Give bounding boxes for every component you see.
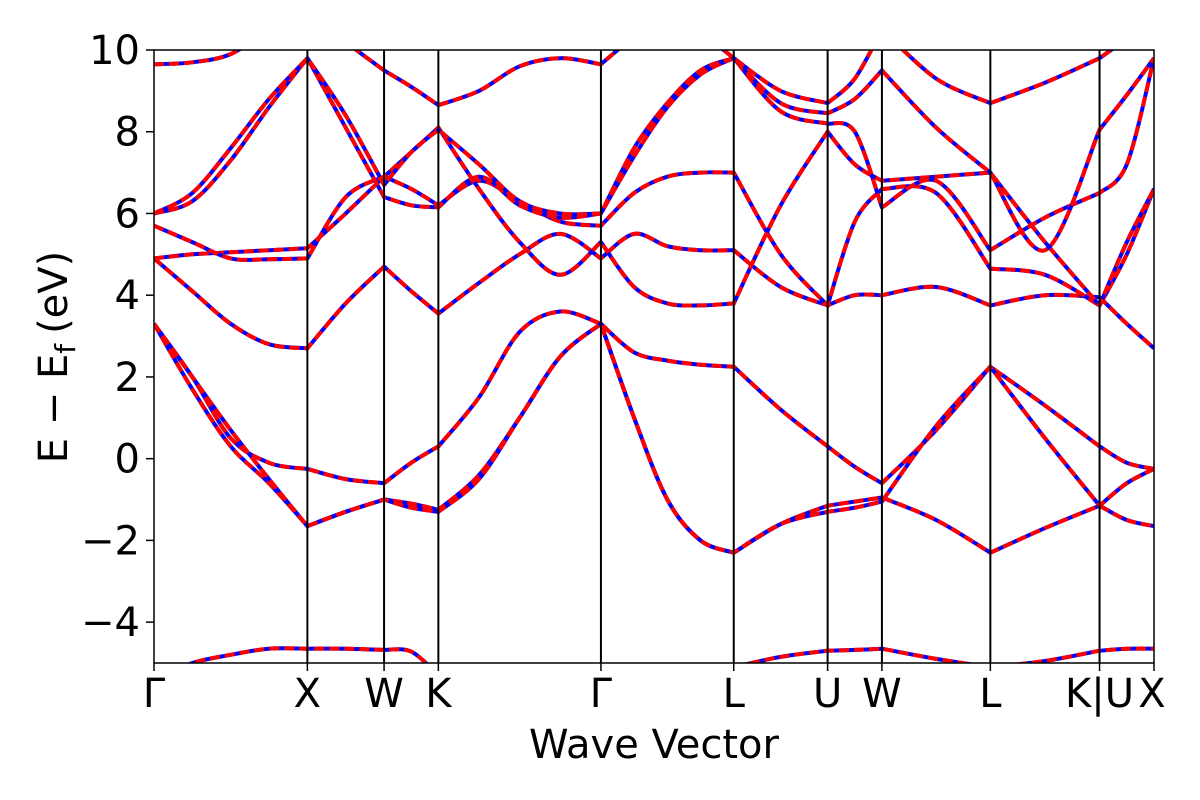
y-tick-label: −4 <box>81 600 140 646</box>
y-tick-label: 0 <box>115 437 140 483</box>
x-tick-label: U <box>813 671 842 717</box>
band-line-blue <box>154 50 1115 108</box>
band-line-red-dashed <box>154 309 1154 486</box>
band-line-blue <box>154 56 1154 253</box>
band-line-red-dashed <box>154 320 1154 555</box>
x-tick-label: W <box>862 671 902 717</box>
x-tick-label: K|U <box>1065 671 1134 717</box>
y-tick-label: 2 <box>115 355 140 401</box>
band-line-blue <box>154 231 1154 351</box>
y-axis-label-main: E − E <box>31 354 77 464</box>
band-line-blue <box>154 56 1154 253</box>
bands-layer <box>154 50 1154 663</box>
band-line-blue <box>154 125 1154 308</box>
x-tick-label: K <box>425 671 453 717</box>
band-line-red-dashed <box>154 124 1154 310</box>
y-tick-label: 6 <box>115 191 140 237</box>
x-tick-label: L <box>979 671 1002 717</box>
band-line-red-dashed <box>186 646 1154 663</box>
x-tick-label: X <box>294 671 321 717</box>
x-axis-ticks: Γ X W K Γ L U W L K|U X <box>143 663 1166 717</box>
x-tick-label: Γ <box>590 671 613 717</box>
band-line-red-dashed <box>154 50 1115 108</box>
y-axis-label-unit: (eV) <box>31 251 77 334</box>
y-axis-label-subscript: f <box>49 343 82 354</box>
band-line-blue <box>154 309 1154 486</box>
y-axis-label: E − Ef (eV) <box>31 251 82 464</box>
x-axis-label: Wave Vector <box>529 722 780 768</box>
band-line-red-dashed <box>154 231 1154 351</box>
y-tick-label: 8 <box>115 110 140 156</box>
x-tick-label: W <box>364 671 404 717</box>
band-line-red-dashed <box>154 54 1154 253</box>
x-tick-label: X <box>1138 671 1165 717</box>
y-axis-ticks: −4 −2 0 2 4 6 8 10 <box>81 28 154 646</box>
x-tick-label: L <box>723 671 746 717</box>
y-tick-label: 4 <box>115 273 140 319</box>
y-tick-label: 10 <box>89 28 140 74</box>
kpoint-lines <box>306 50 1101 663</box>
y-tick-label: −2 <box>81 518 140 564</box>
plot-frame <box>153 49 1155 664</box>
band-line-red-dashed <box>154 55 1154 253</box>
x-tick-label: Γ <box>143 671 166 717</box>
